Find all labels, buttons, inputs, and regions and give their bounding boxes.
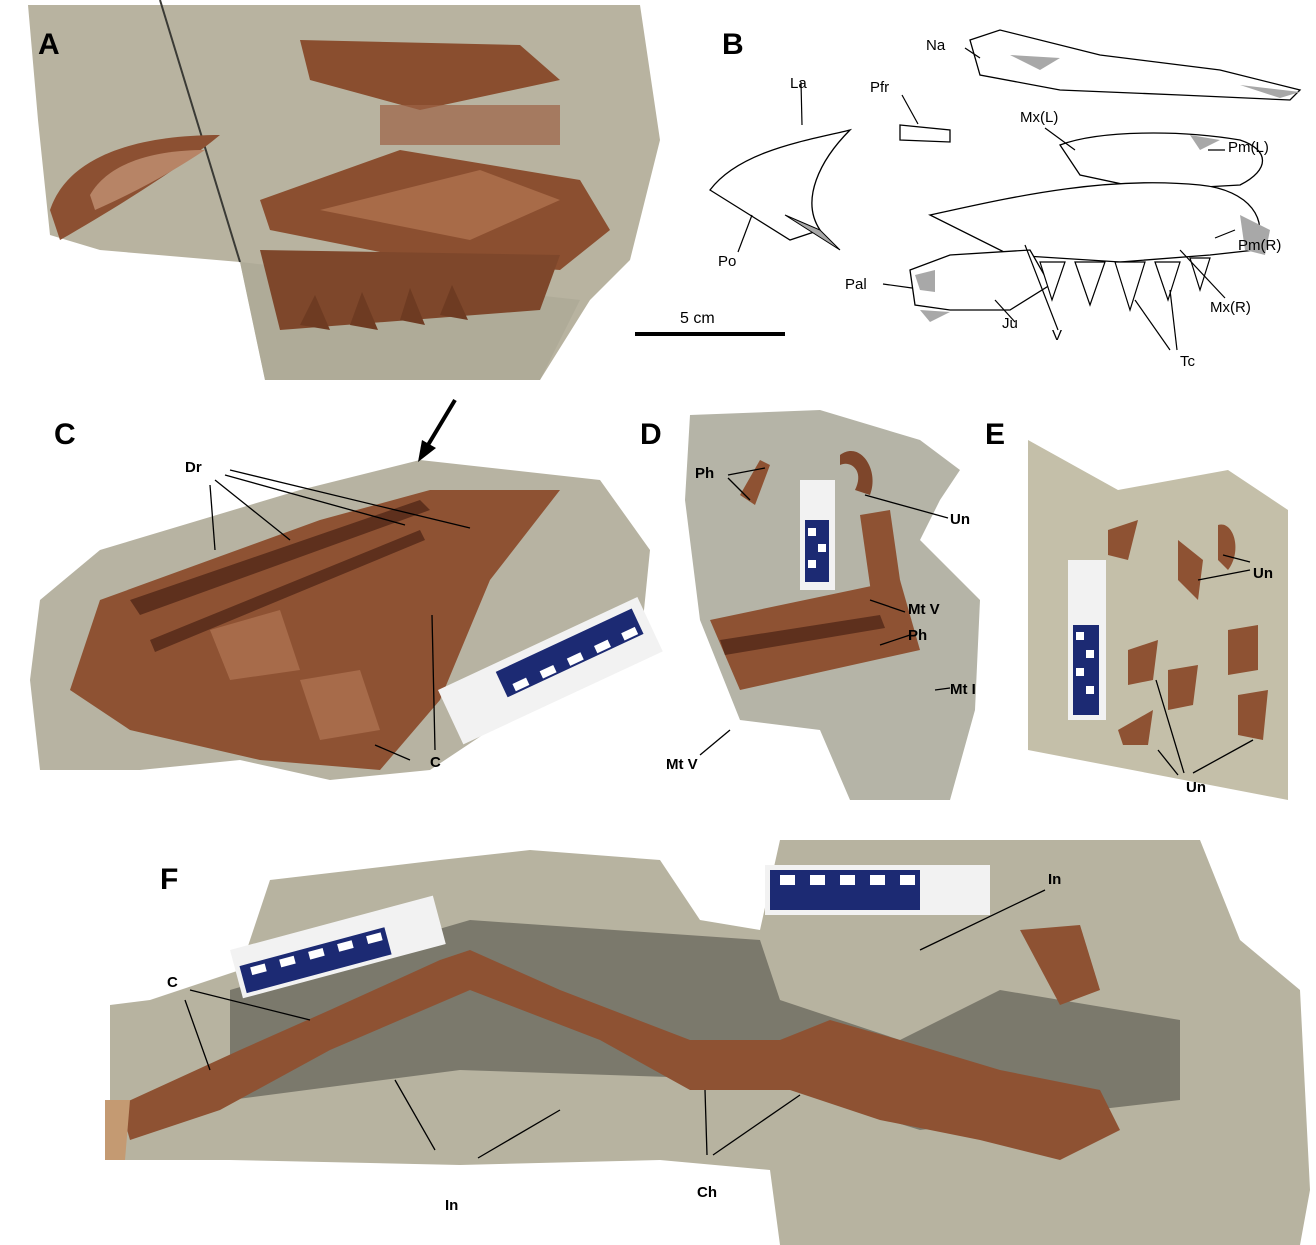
label-mx-l: Mx(L) bbox=[1020, 109, 1059, 126]
label-po: Po bbox=[718, 253, 737, 270]
panel-d-label: D bbox=[640, 418, 662, 451]
label-mt-i: Mt I bbox=[950, 681, 976, 698]
panel-b-label: B bbox=[722, 28, 744, 61]
label-dr: Dr bbox=[185, 459, 202, 476]
panel-d-image bbox=[685, 410, 980, 800]
panel-e-image bbox=[1028, 440, 1288, 800]
panel-b-drawing bbox=[635, 0, 1316, 390]
label-ph-1: Ph bbox=[695, 465, 715, 482]
panel-a-image bbox=[28, 0, 660, 380]
label-pal: Pal bbox=[845, 276, 867, 293]
panel-c-photo bbox=[0, 398, 670, 800]
label-un-e-2: Un bbox=[1186, 779, 1206, 796]
label-tc: Tc bbox=[1180, 353, 1195, 370]
panel-e-photo bbox=[1028, 410, 1316, 800]
panel-e-label: E bbox=[985, 418, 1006, 451]
panel-f-label: F bbox=[160, 863, 179, 896]
panel-a-label: A bbox=[38, 28, 60, 61]
label-pm-r: Pm(R) bbox=[1238, 237, 1282, 254]
label-pm-l: Pm(L) bbox=[1228, 139, 1269, 156]
panel-a-photo bbox=[0, 0, 680, 390]
label-v: V bbox=[1052, 327, 1063, 344]
label-mt-v-1: Mt V bbox=[908, 601, 940, 618]
label-c-panel-f: C bbox=[167, 974, 178, 991]
label-c-panel-c: C bbox=[430, 754, 441, 771]
label-na: Na bbox=[926, 37, 946, 54]
panel-c-label: C bbox=[54, 418, 76, 451]
label-pfr: Pfr bbox=[870, 79, 890, 96]
label-in-f-1: In bbox=[1048, 871, 1062, 888]
label-ph-2: Ph bbox=[908, 627, 928, 644]
label-mx-r: Mx(R) bbox=[1210, 299, 1251, 316]
label-in-f-2: In bbox=[445, 1197, 459, 1214]
panel-f-image bbox=[105, 840, 1310, 1245]
scale-bar-label: 5 cm bbox=[680, 310, 715, 327]
panel-c-image bbox=[30, 398, 663, 780]
label-un-e-1: Un bbox=[1253, 565, 1273, 582]
label-mt-v-2: Mt V bbox=[666, 756, 698, 773]
label-la: La bbox=[790, 75, 807, 92]
panel-b-line-drawing bbox=[635, 29, 1302, 351]
panel-d-photo bbox=[680, 400, 1010, 800]
label-ch: Ch bbox=[697, 1184, 717, 1201]
panel-f-photo bbox=[0, 840, 1316, 1245]
label-ju: Ju bbox=[1002, 315, 1018, 332]
label-un-d: Un bbox=[950, 511, 970, 528]
